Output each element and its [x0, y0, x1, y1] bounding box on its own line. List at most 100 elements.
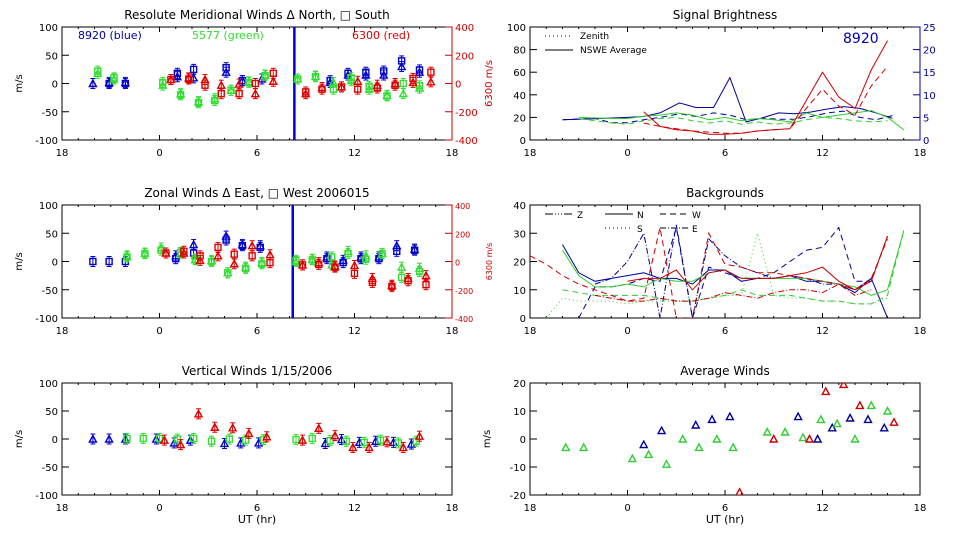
data-point-square	[315, 260, 323, 269]
data-point-square	[422, 280, 430, 289]
x-tick-label: 18	[524, 148, 537, 159]
data-point-square	[214, 243, 222, 252]
y-tick-label: 0	[52, 258, 58, 269]
data-point-triangle	[88, 78, 98, 88]
data-point-square	[176, 91, 185, 99]
legend-label: E	[692, 225, 698, 235]
x-tick-label: 0	[624, 503, 630, 514]
data-point-square	[123, 434, 131, 443]
data-point-square	[185, 75, 193, 83]
data-point-square	[155, 434, 164, 443]
x-tick-label: 18	[914, 503, 927, 514]
data-point-square	[339, 258, 347, 267]
data-point-triangle	[707, 414, 717, 424]
data-point-square	[337, 83, 346, 91]
y-tick-label: 10	[513, 407, 526, 418]
data-point-square	[256, 243, 264, 252]
data-point-square	[224, 269, 232, 277]
y-tick-label: 40	[513, 201, 526, 212]
panel-meridional: Resolute Meridional Winds Δ North, □ Sou…	[14, 8, 495, 159]
series-line-5577-w	[562, 230, 905, 305]
data-point-square	[189, 434, 198, 443]
y-tick-label: 0	[520, 435, 526, 446]
y2-tick-label: 200	[455, 230, 470, 239]
legend-label: Zenith	[580, 32, 609, 42]
data-point-triangle	[185, 435, 196, 444]
data-point-square	[410, 246, 419, 254]
data-point-triangle	[691, 420, 701, 429]
data-point-square	[391, 81, 399, 89]
data-point-square	[248, 252, 256, 260]
series-line-8920-e	[594, 224, 872, 318]
data-point-square	[368, 278, 377, 287]
data-point-square	[342, 437, 351, 445]
series-line-6300-zenith	[643, 66, 888, 134]
y2-tick-label: 0	[923, 136, 929, 147]
chart-title: Vertical Winds 1/15/2006	[182, 364, 333, 378]
data-point-triangle	[832, 418, 842, 428]
data-point-square	[196, 252, 204, 260]
data-point-square	[162, 249, 170, 257]
data-point-square	[230, 250, 238, 258]
data-point-square	[409, 74, 417, 83]
y2-axis-label: 6300 m/s	[484, 60, 495, 107]
data-point-triangle	[845, 413, 855, 422]
y-tick-label: 100	[39, 379, 58, 390]
y2-tick-label: -400	[455, 136, 478, 147]
data-point-square	[241, 436, 250, 444]
x-tick-label: 18	[524, 326, 537, 337]
y-tick-label: 80	[513, 46, 526, 57]
data-point-triangle	[804, 434, 815, 443]
data-point-square	[331, 263, 339, 271]
data-point-triangle	[421, 270, 431, 280]
y-tick-label: 20	[513, 379, 526, 390]
data-point-square	[404, 277, 412, 285]
plot-frame	[529, 382, 921, 496]
x-tick-label: 0	[624, 148, 630, 159]
series-line-5577-zenith	[578, 116, 888, 125]
data-point-square	[269, 69, 277, 78]
data-point-triangle	[639, 439, 649, 449]
plot-frame	[61, 204, 453, 319]
x-tick-label: 12	[348, 326, 361, 337]
data-point-triangle	[330, 430, 340, 440]
x-tick-label: 18	[914, 148, 927, 159]
y-tick-label: 100	[39, 201, 58, 212]
data-point-triangle	[213, 250, 223, 260]
x-axis-label: UT (hr)	[706, 513, 744, 526]
data-point-triangle	[678, 434, 688, 443]
series-annotation: 6300 (red)	[352, 29, 410, 42]
data-layer	[561, 383, 899, 495]
y-tick-label: -20	[510, 491, 526, 502]
data-point-square	[258, 260, 266, 268]
x-tick-label: 18	[56, 148, 69, 159]
y-tick-label: -50	[42, 286, 58, 297]
data-point-triangle	[88, 434, 98, 443]
data-point-triangle	[426, 76, 436, 86]
x-tick-label: 12	[348, 148, 361, 159]
data-point-triangle	[104, 434, 114, 443]
x-tick-label: 6	[722, 148, 728, 159]
data-point-square	[172, 254, 180, 263]
data-point-square	[89, 257, 97, 266]
data-point-square	[308, 256, 316, 264]
y-tick-label: -100	[35, 491, 58, 502]
data-point-triangle	[219, 438, 230, 448]
data-point-triangle	[855, 400, 865, 410]
data-point-square	[217, 89, 225, 98]
y2-tick-label: 0	[455, 80, 461, 91]
data-point-triangle	[398, 88, 408, 98]
data-point-triangle	[627, 453, 638, 463]
data-point-triangle	[159, 435, 170, 444]
data-point-square	[266, 258, 274, 267]
series-line-6300-n	[627, 235, 888, 291]
x-tick-label: 6	[722, 326, 728, 337]
data-point-square	[222, 236, 230, 244]
y-axis-label: m/s	[14, 252, 25, 270]
data-point-triangle	[398, 442, 408, 452]
x-tick-label: 0	[156, 326, 162, 337]
data-point-square	[105, 257, 113, 266]
data-point-triangle	[866, 400, 876, 410]
series-line-6300-w	[530, 227, 888, 318]
